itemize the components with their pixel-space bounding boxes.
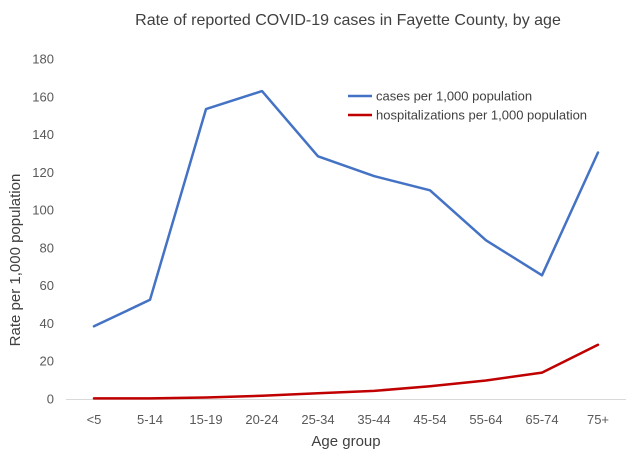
x-tick-label: 20-24 (245, 412, 278, 427)
x-tick-labels: <5 5-14 15-19 20-24 25-34 35-44 45-54 55-64 65-7… (87, 412, 609, 427)
y-tick-label: 80 (40, 240, 54, 255)
x-tick-label: <5 (87, 412, 102, 427)
x-tick-label: 25-34 (301, 412, 334, 427)
x-tick-label: 45-54 (413, 412, 446, 427)
series-line-cases (92, 89, 600, 328)
series-lines (92, 89, 600, 400)
x-tick-label: 5-14 (137, 412, 163, 427)
y-tick-label: 20 (40, 354, 54, 369)
legend-item: cases per 1,000 population (348, 89, 532, 104)
x-axis-title: Age group (311, 433, 380, 450)
y-tick-labels: 0 20 40 60 80 100 120 140 160 180 (32, 52, 54, 407)
legend-item: hospitalizations per 1,000 population (348, 108, 587, 123)
y-tick-label: 60 (40, 278, 54, 293)
chart-title: Rate of reported COVID-19 cases in Fayet… (135, 12, 561, 29)
y-tick-label: 40 (40, 316, 54, 331)
x-tick-label: 15-19 (189, 412, 222, 427)
legend: cases per 1,000 population hospitalizatio… (348, 89, 587, 123)
series-line-hospitalizations (92, 343, 600, 400)
y-tick-label: 120 (32, 165, 54, 180)
x-tick-label: 35-44 (357, 412, 390, 427)
y-tick-label: 180 (32, 52, 54, 67)
y-axis-title: Rate per 1,000 population (7, 174, 24, 347)
y-tick-label: 160 (32, 89, 54, 104)
y-tick-label: 0 (47, 392, 54, 407)
x-tick-label: 75+ (587, 412, 609, 427)
x-tick-label: 65-74 (525, 412, 558, 427)
y-tick-label: 100 (32, 203, 54, 218)
y-tick-label: 140 (32, 127, 54, 142)
legend-label: cases per 1,000 population (376, 89, 532, 104)
x-tick-label: 55-64 (469, 412, 502, 427)
legend-label: hospitalizations per 1,000 population (376, 108, 587, 123)
